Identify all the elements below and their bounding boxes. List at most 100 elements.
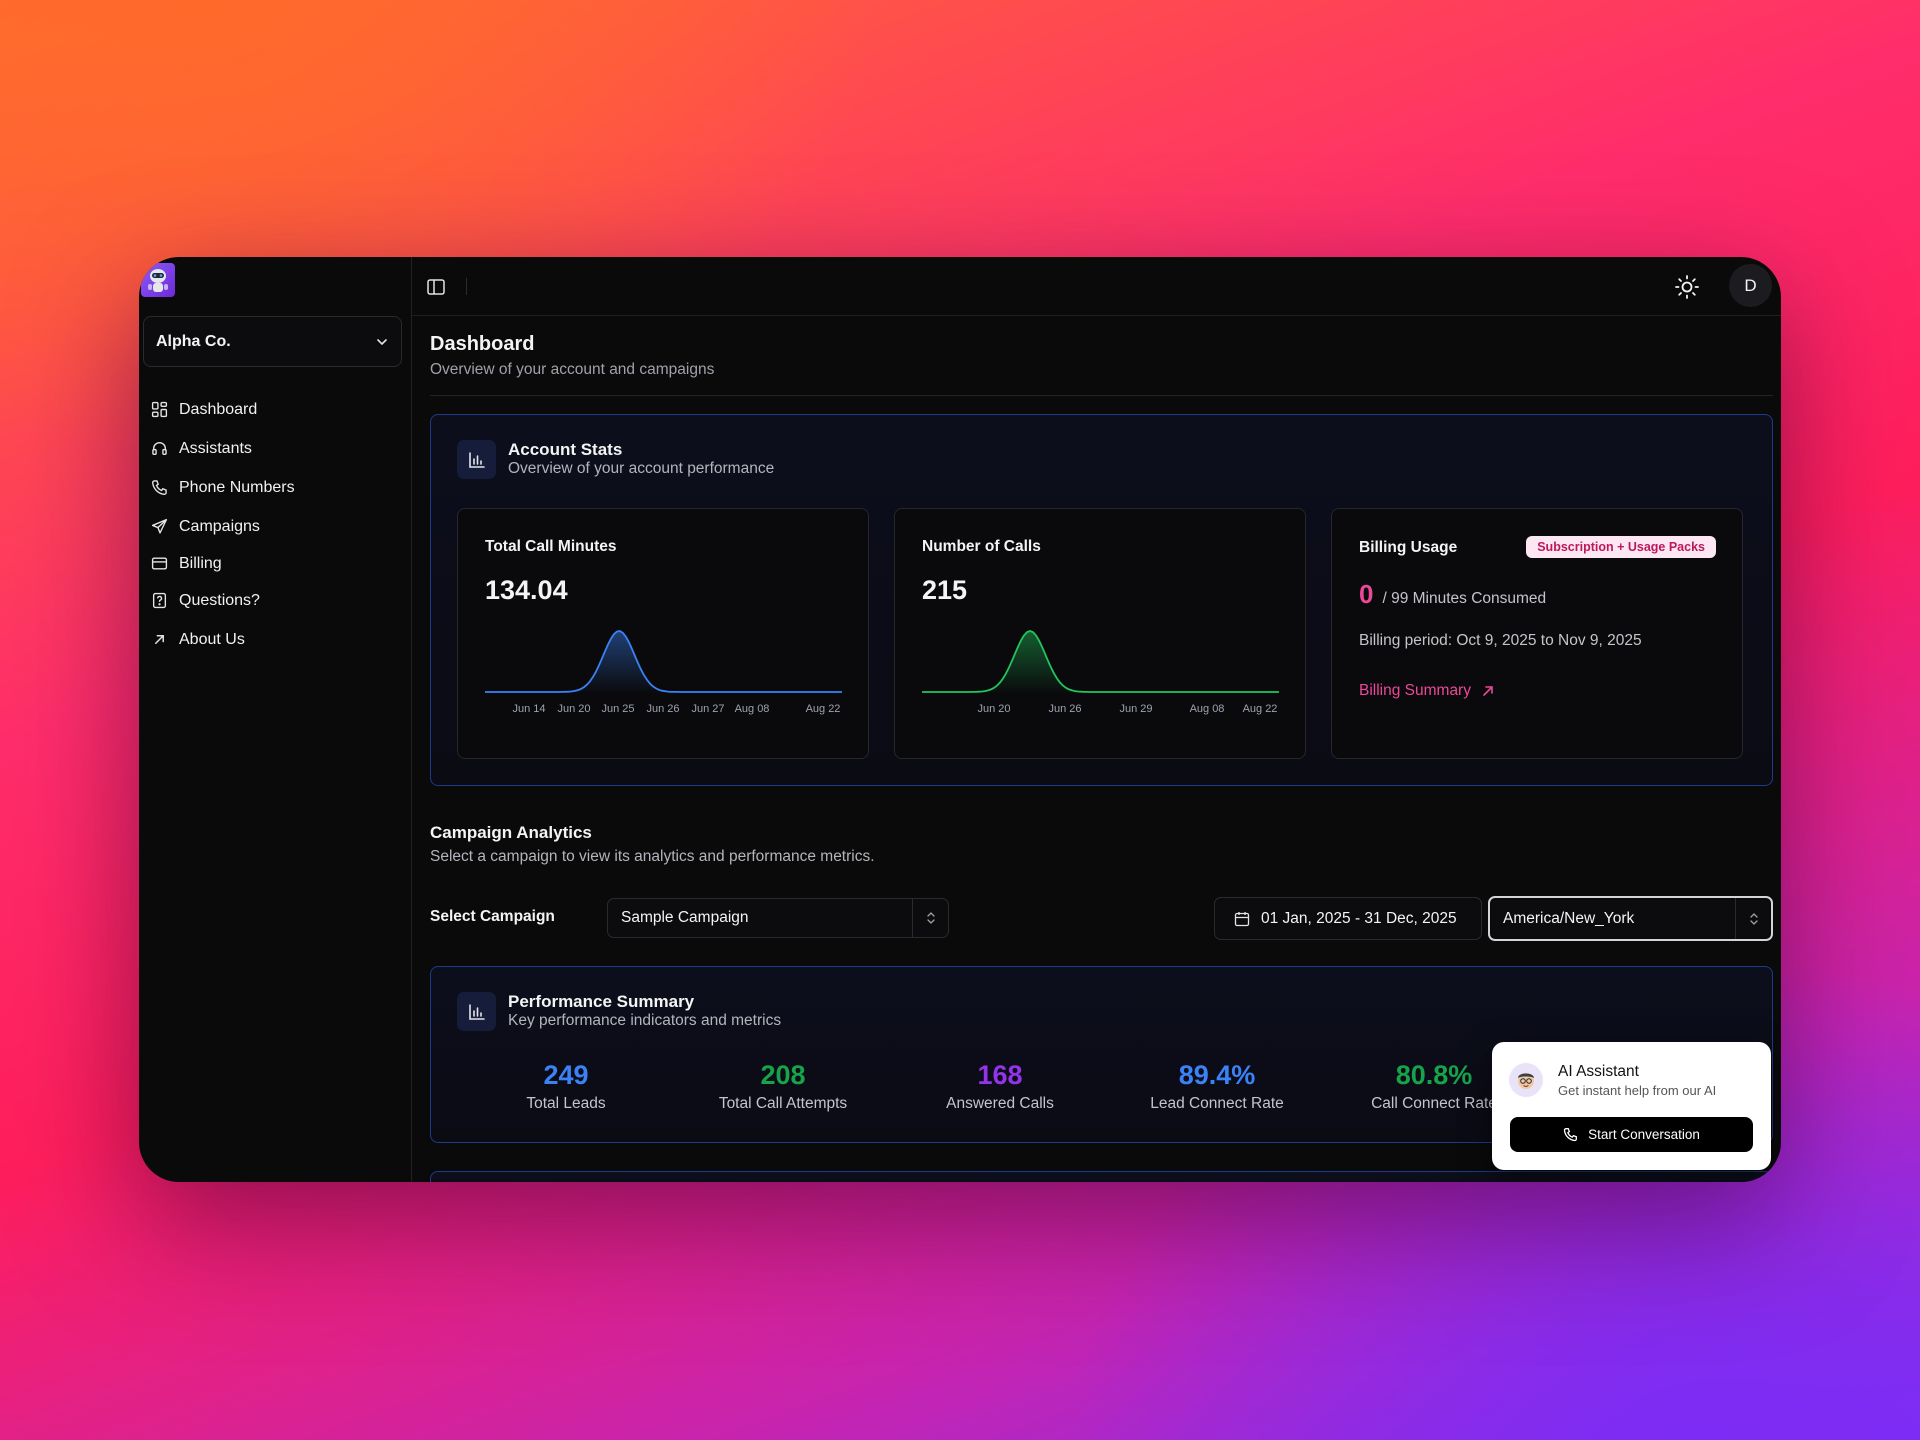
sidebar-item-questions[interactable]: Questions? — [151, 581, 401, 620]
kpi-answered-calls: 168 Answered Calls — [890, 1060, 1110, 1113]
sidebar-toggle-icon[interactable] — [426, 277, 446, 297]
sparkline-area — [485, 631, 842, 694]
kpi-value: 249 — [543, 1060, 589, 1090]
stat-value: 134.04 — [485, 575, 568, 605]
x-tick-label: Aug 08 — [735, 703, 770, 715]
sidebar-item-label: Phone Numbers — [179, 478, 295, 496]
call-minutes-sparkline: Jun 14 Jun 20 Jun 25 Jun 26 Jun 27 Aug 08 Aug … — [485, 630, 842, 715]
billing-summary-label: Billing Summary — [1359, 682, 1471, 699]
app-window: Alpha Co. Dashboard Assistants Phone Num… — [139, 257, 1781, 1182]
sidebar-item-assistants[interactable]: Assistants — [151, 429, 401, 468]
x-tick-label: Jun 27 — [691, 703, 724, 715]
x-tick-label: Jun 20 — [557, 703, 590, 715]
sidebar-item-about-us[interactable]: About Us — [151, 620, 401, 659]
section-title: Performance Summary — [508, 992, 695, 1011]
kpi-total-leads: 249 Total Leads — [456, 1060, 676, 1113]
x-tick-label: Jun 26 — [1048, 703, 1081, 715]
campaign-analytics-subtitle: Select a campaign to view its analytics … — [430, 848, 875, 865]
kpi-total-call-attempts: 208 Total Call Attempts — [673, 1060, 893, 1113]
page-title: Dashboard — [430, 333, 535, 355]
chevron-updown-icon — [1735, 898, 1771, 939]
section-subtitle: Key performance indicators and metrics — [508, 1012, 782, 1029]
avatar-initial: D — [1744, 275, 1757, 295]
sidebar-item-label: Questions? — [179, 591, 260, 609]
organization-select[interactable]: Alpha Co. — [143, 316, 402, 367]
kpi-label: Call Connect Rate — [1371, 1095, 1497, 1112]
kpi-label: Total Call Attempts — [718, 1095, 848, 1112]
x-tick-label: Aug 22 — [806, 703, 841, 715]
sidebar-item-label: Billing — [179, 554, 222, 572]
sidebar-item-label: Campaigns — [179, 517, 260, 535]
sidebar-item-billing[interactable]: Billing — [151, 546, 401, 581]
date-range-value: 01 Jan, 2025 - 31 Dec, 2025 — [1261, 909, 1457, 927]
sparkline-line — [485, 630, 842, 693]
account-stats-header: Account Stats Overview of your account p… — [457, 440, 774, 479]
campaign-analytics-title: Campaign Analytics — [430, 823, 592, 842]
stat-label: Billing Usage — [1359, 539, 1458, 556]
ai-assistant-avatar-icon — [1509, 1063, 1543, 1097]
x-tick-label: Jun 29 — [1119, 703, 1152, 715]
top-bar: D — [412, 257, 1781, 316]
ai-assistant-popup: AI Assistant Get instant help from our A… — [1492, 1042, 1771, 1170]
arrow-up-right-icon — [155, 635, 164, 644]
billing-summary-link[interactable]: Billing Summary — [1359, 682, 1495, 700]
robot-logo-icon[interactable] — [141, 263, 175, 297]
account-stats-card: Account Stats Overview of your account p… — [430, 414, 1773, 786]
topbar-divider — [466, 278, 467, 295]
sidebar-item-campaigns[interactable]: Campaigns — [151, 507, 401, 546]
campaign-select[interactable]: Sample Campaign — [607, 898, 949, 938]
sidebar-item-phone-numbers[interactable]: Phone Numbers — [151, 468, 401, 507]
kpi-label: Answered Calls — [946, 1095, 1054, 1112]
organization-name: Alpha Co. — [156, 332, 231, 350]
sidebar: Alpha Co. Dashboard Assistants Phone Num… — [139, 257, 412, 1182]
stat-value: 215 — [922, 575, 968, 605]
total-call-minutes-card: Total Call Minutes 134.04 Jun 14 Jun 20 Ju… — [457, 508, 869, 759]
user-avatar[interactable]: D — [1729, 264, 1772, 307]
date-range-picker[interactable]: 01 Jan, 2025 - 31 Dec, 2025 — [1214, 897, 1482, 940]
kpi-label: Lead Connect Rate — [1150, 1095, 1284, 1112]
billing-period: Billing period: Oct 9, 2025 to Nov 9, 20… — [1359, 632, 1642, 649]
x-tick-label: Jun 14 — [512, 703, 545, 715]
sidebar-nav: Dashboard Assistants Phone Numbers Campa… — [151, 390, 401, 659]
billing-consumption: 0 / 99 Minutes Consumed — [1359, 579, 1546, 610]
kpi-label: Total Leads — [526, 1095, 606, 1112]
select-campaign-label: Select Campaign — [430, 908, 555, 925]
start-conversation-label: Start Conversation — [1588, 1127, 1700, 1142]
sidebar-item-label: Assistants — [179, 439, 252, 457]
sidebar-item-dashboard[interactable]: Dashboard — [151, 390, 401, 429]
number-of-calls-sparkline: Jun 20 Jun 26 Jun 29 Aug 08 Aug 22 — [922, 630, 1279, 715]
performance-summary-header: Performance Summary Key performance indi… — [457, 992, 781, 1031]
next-section-card — [430, 1171, 1773, 1182]
kpi-value: 89.4% — [1178, 1060, 1256, 1090]
sun-theme-toggle-icon[interactable] — [1673, 273, 1701, 301]
stat-label: Total Call Minutes — [485, 538, 617, 555]
start-conversation-button[interactable]: Start Conversation — [1510, 1117, 1753, 1152]
credit-card-icon — [151, 557, 168, 570]
kpi-call-connect-rate: 80.8% Call Connect Rate — [1324, 1060, 1544, 1113]
page-header: Dashboard Overview of your account and c… — [430, 333, 1773, 396]
timezone-value: America/New_York — [1503, 909, 1635, 927]
plan-badge: Subscription + Usage Packs — [1526, 536, 1716, 558]
section-title: Account Stats — [508, 440, 623, 459]
ai-assistant-subtitle: Get instant help from our AI — [1558, 1083, 1717, 1098]
kpi-lead-connect-rate: 89.4% Lead Connect Rate — [1107, 1060, 1327, 1113]
sparkline-line — [922, 630, 1279, 693]
headset-icon — [152, 441, 167, 456]
number-of-calls-card: Number of Calls 215 Jun 20 Jun 26 Jun 29 Au… — [894, 508, 1306, 759]
phone-icon — [152, 480, 167, 495]
dashboard-grid-icon — [151, 401, 168, 418]
ai-assistant-title: AI Assistant — [1558, 1063, 1639, 1080]
kpi-value: 168 — [977, 1060, 1023, 1090]
x-tick-label: Aug 08 — [1190, 703, 1225, 715]
kpi-value: 208 — [760, 1060, 806, 1090]
chevron-updown-icon — [912, 899, 948, 937]
send-icon — [151, 518, 168, 534]
timezone-select[interactable]: America/New_York — [1488, 896, 1773, 941]
external-arrow-icon — [1483, 686, 1493, 696]
sparkline-area — [922, 631, 1279, 694]
x-tick-label: Jun 26 — [646, 703, 679, 715]
sidebar-item-label: Dashboard — [179, 400, 258, 418]
x-tick-label: Aug 22 — [1243, 703, 1278, 715]
section-subtitle: Overview of your account performance — [508, 460, 775, 477]
minutes-consumed-text: / 99 Minutes Consumed — [1382, 590, 1547, 607]
